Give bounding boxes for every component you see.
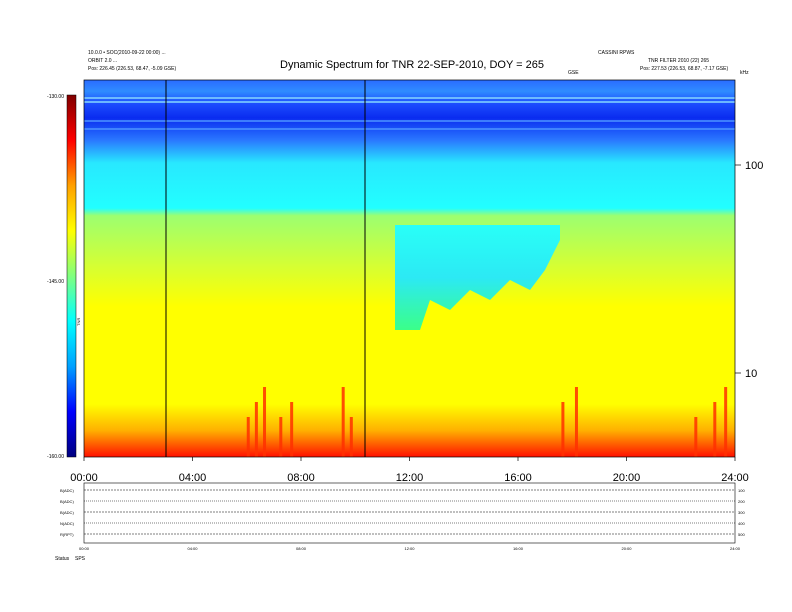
spectrogram-plot <box>83 79 736 458</box>
burst-mark <box>574 387 578 457</box>
colorbar-tick-bottom: -160.00 <box>47 454 64 460</box>
panel-label: B(ADC) <box>60 510 74 515</box>
panel-label: B(ADC) <box>60 499 74 504</box>
x-tick-label: 04:00 <box>179 472 207 484</box>
burst-mark <box>724 387 728 457</box>
burst-mark <box>341 387 345 457</box>
lower-x-tick-label: 24:00 <box>730 546 741 551</box>
header-mid-small: GSE <box>568 70 579 76</box>
lower-x-tick-label: 12:00 <box>404 546 415 551</box>
panel-right-tick: 200 <box>738 499 745 504</box>
panel-right-tick: 400 <box>738 521 745 526</box>
header-left-line3: Pos: 226.45 (226.53, 68.47, -5.09 GSE) <box>88 66 177 72</box>
lower-x-tick-label: 00:00 <box>79 546 90 551</box>
x-tick-label: 12:00 <box>396 472 424 484</box>
header-right-line2: TNR FILTER 2010 (22) 265 <box>648 58 710 64</box>
colorbar-tick-top: -130.00 <box>47 94 64 100</box>
colorbar-tick-mid: -145.00 <box>47 279 64 285</box>
burst-mark <box>349 417 353 457</box>
header-right-line3: Pos: 227.53 (226.53, 68.87, -7.17 GSE) <box>640 66 729 72</box>
lower-x-tick-label: 20:00 <box>621 546 632 551</box>
x-tick-label: 08:00 <box>287 472 315 484</box>
lower-panels: B(ADC) 100 B(ADC) 200 B(ADC) 300 N(ADC) 400 R(RP… <box>60 482 745 551</box>
header-right-line1: CASSINI RPWS <box>598 50 635 56</box>
spectrogram-bursts <box>84 97 735 457</box>
chart-title: Dynamic Spectrum for TNR 22-SEP-2010, DO… <box>280 59 545 71</box>
burst-mark <box>713 402 717 457</box>
burst-mark <box>263 387 267 457</box>
burst-mark <box>254 402 258 457</box>
lower-x-tick-label: 04:00 <box>187 546 198 551</box>
header-corner-small: kHz <box>740 70 749 76</box>
lower-x-tick-label: 08:00 <box>296 546 307 551</box>
panel-right-tick: 500 <box>738 532 745 537</box>
footer-label-sps: SPS <box>75 556 86 562</box>
burst-mark <box>246 417 250 457</box>
x-tick-label: 24:00 <box>721 472 749 484</box>
panel-label: R(RPT) <box>60 532 74 537</box>
band-line <box>84 97 735 99</box>
x-axis: 00:00 04:00 08:00 12:00 16:00 20:00 24:00 <box>70 457 749 484</box>
panel-label: B(ADC) <box>60 488 74 493</box>
colorbar <box>66 94 77 458</box>
x-tick-label: 16:00 <box>504 472 532 484</box>
band-line <box>84 120 735 122</box>
footer-label-status: Status <box>55 556 70 562</box>
band-line <box>84 101 735 103</box>
header-left-line1: 10.0.0 • SOC(2010-09-22 00:00) ... <box>88 50 166 56</box>
burst-mark <box>290 402 294 457</box>
header-left-line2: ORBIT 2.0 ... <box>88 58 118 64</box>
panel-label: N(ADC) <box>60 521 75 526</box>
lower-panels-frame <box>83 482 736 544</box>
band-line <box>84 128 735 130</box>
burst-mark <box>279 417 283 457</box>
colorbar-label: TNR <box>76 318 81 326</box>
burst-mark <box>694 417 698 457</box>
x-tick-label: 00:00 <box>70 472 98 484</box>
x-tick-label: 20:00 <box>613 472 641 484</box>
panel-right-tick: 300 <box>738 510 745 515</box>
burst-mark <box>561 402 565 457</box>
panel-right-tick: 100 <box>738 488 745 493</box>
y-tick-label-100: 100 <box>745 160 763 172</box>
lower-x-tick-label: 16:00 <box>513 546 524 551</box>
y-tick-label-10: 10 <box>745 368 757 380</box>
y-axis: 100 10 <box>735 160 763 380</box>
spectrogram-dip-region <box>395 225 560 330</box>
